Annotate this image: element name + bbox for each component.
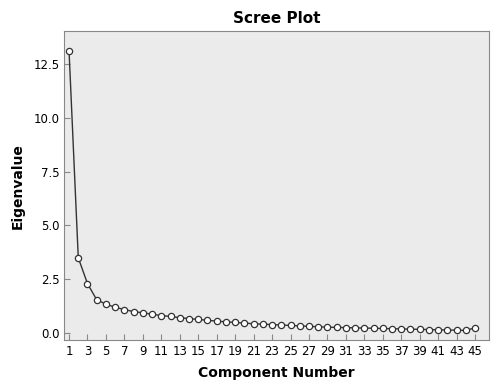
X-axis label: Component Number: Component Number — [198, 366, 355, 380]
Title: Scree Plot: Scree Plot — [233, 11, 320, 26]
Y-axis label: Eigenvalue: Eigenvalue — [11, 143, 25, 228]
